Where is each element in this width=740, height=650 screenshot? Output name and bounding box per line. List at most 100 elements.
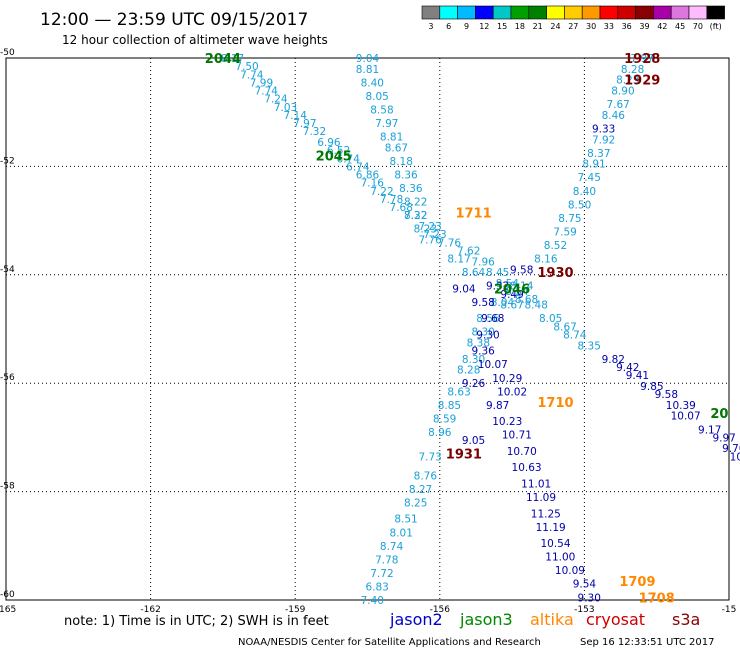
swh-value: 7.62: [457, 245, 480, 257]
swh-value: 10.07: [671, 411, 701, 423]
colorbar-label: 3: [428, 22, 433, 31]
swh-value: 7.97: [631, 53, 654, 65]
swh-value: 7.74: [255, 86, 279, 98]
colorbar-label: 12: [479, 22, 489, 31]
swh-value: 11.25: [531, 508, 561, 520]
swh-value: 9.04: [356, 53, 380, 65]
swh-value: 7.32: [303, 126, 326, 138]
swh-value: 8.50: [568, 199, 591, 211]
swh-value: 10.: [730, 451, 740, 463]
axis-ticks: -165 -162 -159 -156 -153 -15 -50 -52 -54 -56 -58 -6…: [0, 48, 736, 615]
colorbar-swatch: [528, 5, 547, 20]
swh-value: 7.68: [390, 202, 413, 214]
swh-value: 6.52: [327, 145, 350, 157]
pass-number-label: 1711: [455, 206, 491, 221]
swh-value: 7.92: [592, 134, 615, 146]
swh-value: 9.41: [626, 370, 649, 382]
y-tick-label: -58: [0, 482, 15, 492]
colorbar-label: 45: [675, 22, 685, 31]
colorbar-label: 27: [568, 22, 578, 31]
swh-value: 7.73: [418, 451, 441, 463]
swh-value: 9.04: [452, 283, 476, 295]
swh-value: 10.71: [502, 430, 532, 442]
swh-value: 7.74: [240, 69, 264, 81]
swh-value: 7.23: [423, 229, 446, 241]
swh-value: 8.51: [394, 514, 417, 526]
swh-value: 8.46: [602, 110, 626, 122]
swh-value: 8.81: [380, 132, 403, 144]
swh-value: 8.14: [510, 281, 534, 293]
colorbar-swatch: [475, 5, 494, 20]
pass-number-label: 2045: [316, 150, 352, 165]
swh-value: 8.40: [361, 77, 384, 89]
colorbar: 3 6 9 12 15 18 21 24 27 30 33 36 39 42 45 70 (ft): [421, 5, 725, 31]
pass-number-label: 20: [710, 407, 728, 422]
units-note: note: 1) Time is in UTC; 2) SWH is in fe…: [64, 614, 329, 629]
y-tick-label: -60: [0, 590, 15, 600]
plot-grid: [5, 57, 730, 601]
swh-value: 8.18: [390, 156, 413, 168]
colorbar-swatch: [617, 5, 636, 20]
x-tick-label: -15: [722, 605, 737, 615]
swh-value: 8.22: [404, 210, 427, 222]
pass-number-label: 1931: [446, 448, 482, 463]
swh-value: 9.36: [471, 346, 495, 358]
swh-value: 7.59: [553, 226, 576, 238]
swh-value: 10.09: [555, 565, 585, 577]
pass-number-label: 1929: [624, 74, 660, 89]
colorbar-swatch: [653, 5, 672, 20]
pass-number-label: 1710: [537, 396, 573, 411]
swh-value: 7.99: [250, 77, 273, 89]
swh-value: 8.81: [356, 64, 379, 76]
credit-line: NOAA/NESDIS Center for Satellite Applica…: [238, 637, 541, 648]
swh-value: 11.09: [526, 492, 556, 504]
swh-value: 8.68: [515, 294, 538, 306]
legend-jason3: jason3: [459, 610, 513, 629]
swh-value: 9.30: [578, 592, 601, 604]
swh-value: 7.40: [361, 595, 384, 607]
swh-value: 9.30: [476, 329, 499, 341]
x-tick-label: -156: [430, 605, 451, 615]
swh-value: 8.28: [621, 64, 644, 76]
swh-value: 9.58: [471, 297, 494, 309]
colorbar-label: 15: [497, 22, 507, 31]
swh-value: 9.76: [722, 443, 740, 455]
swh-value: 8.17: [221, 53, 244, 65]
y-tick-label: -50: [0, 48, 15, 58]
swh-value: 9.97: [712, 432, 735, 444]
colorbar-swatch: [457, 5, 476, 20]
swh-value: 8.91: [582, 159, 605, 171]
swh-value: 7.45: [578, 172, 601, 184]
swh-value: 7.76: [418, 235, 442, 247]
colorbar-swatch: [706, 5, 725, 20]
y-tick-label: -56: [0, 373, 15, 383]
colorbar-label: 9: [464, 22, 469, 31]
colorbar-label: 30: [586, 22, 596, 31]
swh-value: 9.58: [655, 389, 678, 401]
swh-value: 10.39: [666, 400, 696, 412]
swh-value: 8.58: [370, 104, 393, 116]
pass-labels: 2044 2045 2046 1928 1929 1930 1931 1711 1710 1709…: [205, 52, 729, 606]
swh-value: 8.28: [457, 365, 480, 377]
colorbar-swatch: [510, 5, 530, 20]
colorbar-label: 39: [639, 22, 649, 31]
swh-value: 7.97: [375, 118, 398, 130]
swh-value: 10.63: [512, 462, 542, 474]
pass-number-label: 2046: [494, 282, 530, 297]
swh-value: 8.16: [534, 254, 558, 266]
swh-value: 10.07: [478, 359, 508, 371]
swh-value: 9.17: [698, 424, 721, 436]
swh-value: 6.74: [337, 153, 361, 165]
x-tick-label: -159: [285, 605, 306, 615]
swh-value: 10.29: [492, 373, 522, 385]
swh-value: 8.96: [428, 427, 452, 439]
swh-value: 8.67: [553, 321, 576, 333]
swh-value: 7.16: [361, 178, 385, 190]
swh-value: 9.05: [462, 435, 485, 447]
swh-value: 8.30: [462, 354, 485, 366]
swh-value: 8.23: [616, 75, 639, 87]
swh-value: 7.22: [370, 186, 393, 198]
swh-value: 6.83: [365, 581, 388, 593]
swh-value: 8.74: [563, 329, 587, 341]
